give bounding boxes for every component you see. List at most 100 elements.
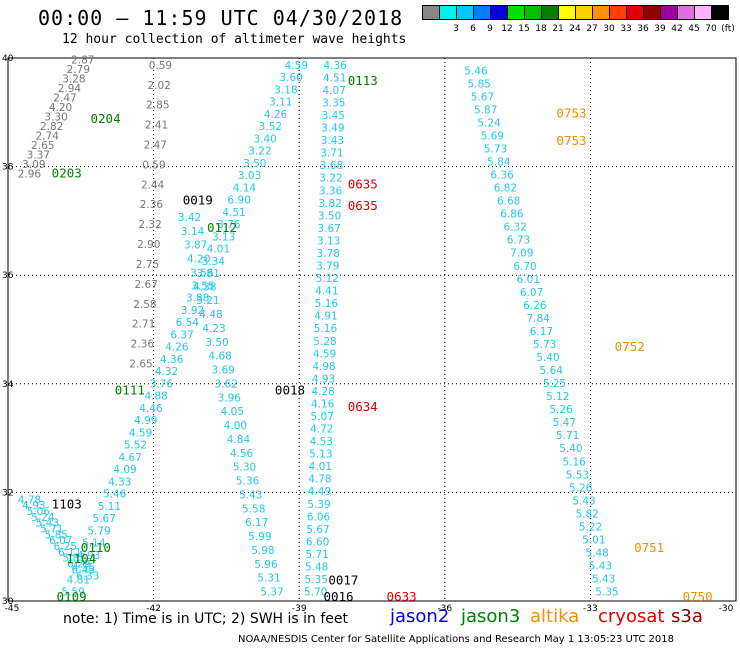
- wave-height-value: 2.94: [58, 83, 82, 95]
- wave-height-value: 3.11: [269, 97, 292, 109]
- wave-height-value: 4.00: [224, 420, 247, 432]
- wave-height-value: 5.67: [471, 91, 494, 103]
- wave-height-value: 4.48: [199, 309, 222, 321]
- wave-height-value: 5.84: [487, 157, 511, 169]
- wave-height-value: 5.26: [549, 404, 573, 416]
- pass-time-label: 0019: [183, 193, 213, 208]
- wave-height-value: 5.06: [27, 506, 51, 518]
- wave-height-value: 4.55: [72, 562, 95, 574]
- wave-height-value: 6.29: [67, 559, 90, 571]
- wave-height-value: 4.59: [129, 427, 152, 439]
- wave-height-value: 6.45: [71, 564, 94, 576]
- wave-height-value: 5.36: [236, 476, 260, 488]
- wave-height-value: 6.54: [176, 317, 200, 329]
- pass-time-label: 0633: [387, 589, 417, 604]
- wave-height-value: 5.71: [556, 430, 579, 442]
- wave-height-value: 2.44: [141, 179, 165, 191]
- wave-height-value: 4.93: [22, 500, 45, 512]
- wave-height-value: 5.16: [314, 323, 338, 335]
- wave-height-value: 4.49: [308, 486, 331, 498]
- wave-height-value: 5.69: [481, 130, 504, 142]
- wave-height-value: 3.30: [44, 111, 67, 123]
- pass-time-label: 1104: [66, 551, 96, 566]
- pass-time-label: 0111: [115, 383, 145, 398]
- wave-height-value: 4.20: [49, 102, 72, 114]
- wave-height-value: 3.76: [217, 219, 241, 231]
- wave-height-value: 5.40: [536, 352, 559, 364]
- wave-height-value: 2.67: [135, 279, 158, 291]
- wave-height-value: 5.64: [540, 365, 564, 377]
- wave-height-value: 4.32: [155, 366, 178, 378]
- x-tick-label: -30: [719, 604, 734, 614]
- wave-height-value: 3.03: [238, 170, 261, 182]
- y-tick-label: 36: [2, 271, 14, 281]
- wave-height-value: 4.33: [108, 476, 131, 488]
- wave-height-value: 5.87: [474, 104, 497, 116]
- wave-height-value: 3.49: [321, 123, 344, 135]
- wave-height-value: 3.60: [279, 72, 302, 84]
- wave-height-value: 3.68: [320, 160, 343, 172]
- wave-height-value: 3.69: [211, 365, 234, 377]
- legend-label-14: 42: [671, 24, 683, 34]
- y-tick-label: 40: [2, 54, 14, 64]
- legend-label-7: 21: [552, 24, 564, 34]
- wave-height-value: 4.14: [233, 182, 257, 194]
- wave-height-value: 2.74: [36, 130, 60, 142]
- x-tick-label: -42: [146, 604, 161, 614]
- wave-height-value: 5.43: [589, 561, 612, 573]
- wave-height-value: 4.28: [311, 386, 334, 398]
- wave-height-value: 3.22: [248, 146, 271, 158]
- x-tick-label: -33: [583, 604, 598, 614]
- wave-height-value: 4.68: [208, 351, 231, 363]
- wave-height-value: 3.18: [274, 84, 297, 96]
- wave-height-value: 5.70: [304, 587, 327, 599]
- pass-time-label: 0750: [683, 589, 713, 604]
- wave-height-value: 4.05: [221, 406, 244, 418]
- wave-height-value: 3.81: [196, 268, 219, 280]
- wave-height-value: 4.84: [227, 434, 251, 446]
- y-tick-label: 30: [2, 597, 14, 607]
- wave-height-value: 5.48: [585, 547, 608, 559]
- legend-label-17: (ft): [721, 24, 735, 34]
- wave-height-value: 6.68: [497, 196, 520, 208]
- wave-height-value: 5.43: [572, 495, 595, 507]
- wave-height-value: 5.22: [579, 521, 602, 533]
- legend-label-6: 18: [535, 24, 547, 34]
- pass-time-label: 0112: [207, 220, 237, 235]
- wave-height-value: 3.09: [22, 159, 45, 171]
- map-subtitle: 12 hour collection of altimeter wave hei…: [62, 32, 407, 47]
- x-tick-label: -36: [437, 604, 452, 614]
- wave-height-value: 3.42: [178, 212, 201, 224]
- satellite-altika: altika: [530, 606, 580, 627]
- wave-height-value: 5.14: [82, 538, 106, 550]
- legend-label-5: 15: [518, 24, 530, 34]
- pass-time-label: 1103: [52, 497, 82, 512]
- pass-time-label: 0204: [91, 111, 121, 126]
- pass-time-label: 0634: [348, 399, 378, 414]
- wave-height-value: 4.38: [193, 281, 216, 293]
- wave-height-value: 7.09: [510, 248, 533, 260]
- wave-height-value: 2.02: [147, 80, 170, 92]
- wave-height-value: 3.79: [316, 261, 339, 273]
- wave-height-value: 6.07: [49, 535, 72, 547]
- wave-height-value: 3.36: [319, 185, 343, 197]
- wave-height-value: 3.28: [62, 73, 85, 85]
- legend-label-15: 45: [688, 24, 700, 34]
- wave-height-value: 5.99: [248, 531, 271, 543]
- wave-height-value: 6.90: [228, 195, 251, 207]
- wave-height-value: 5.11: [98, 501, 121, 513]
- wave-height-value: 6.37: [170, 329, 193, 341]
- wave-height-value: 3.88: [186, 293, 209, 305]
- wave-height-value: 4.59: [313, 348, 336, 360]
- legend-label-16: 70: [705, 24, 717, 34]
- wave-height-value: 2.47: [144, 140, 167, 152]
- pass-time-label: 0018: [275, 383, 305, 398]
- wave-height-value: 4.23: [202, 323, 225, 335]
- wave-height-value: 3.50: [318, 210, 341, 222]
- wave-height-value: 3.55: [191, 280, 214, 292]
- wave-height-value: 4.93: [312, 373, 335, 385]
- wave-height-value: 3.34: [202, 256, 226, 268]
- wave-height-value: 2.32: [138, 219, 161, 231]
- wave-height-value: 3.52: [259, 121, 282, 133]
- wave-height-value: 5.73: [484, 143, 507, 155]
